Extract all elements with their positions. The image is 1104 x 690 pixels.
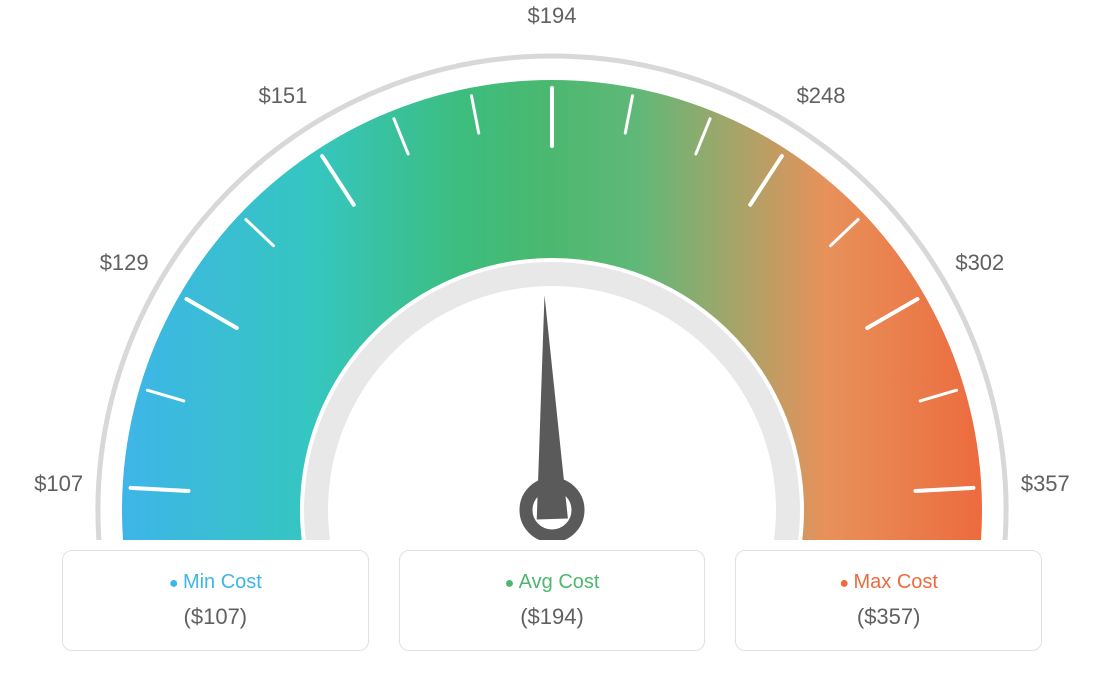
legend-card-avg: Avg Cost ($194) [399,550,706,651]
legend-card-min: Min Cost ($107) [62,550,369,651]
gauge-chart: $107$129$151$194$248$302$357 [52,20,1052,540]
legend-value-min: ($107) [73,604,358,630]
gauge-tick-label: $194 [528,3,577,29]
legend-row: Min Cost ($107) Avg Cost ($194) Max Cost… [62,550,1042,651]
gauge-tick-label: $302 [955,250,1004,276]
legend-value-max: ($357) [746,604,1031,630]
legend-title-min: Min Cost [73,571,358,594]
legend-title-max: Max Cost [746,571,1031,594]
legend-title-avg: Avg Cost [410,571,695,594]
gauge-svg [52,20,1052,540]
legend-value-avg: ($194) [410,604,695,630]
gauge-tick-label: $107 [34,471,83,497]
gauge-tick-label: $357 [1021,471,1070,497]
gauge-tick-label: $129 [100,250,149,276]
legend-card-max: Max Cost ($357) [735,550,1042,651]
gauge-tick-label: $151 [258,83,307,109]
gauge-tick-label: $248 [797,83,846,109]
